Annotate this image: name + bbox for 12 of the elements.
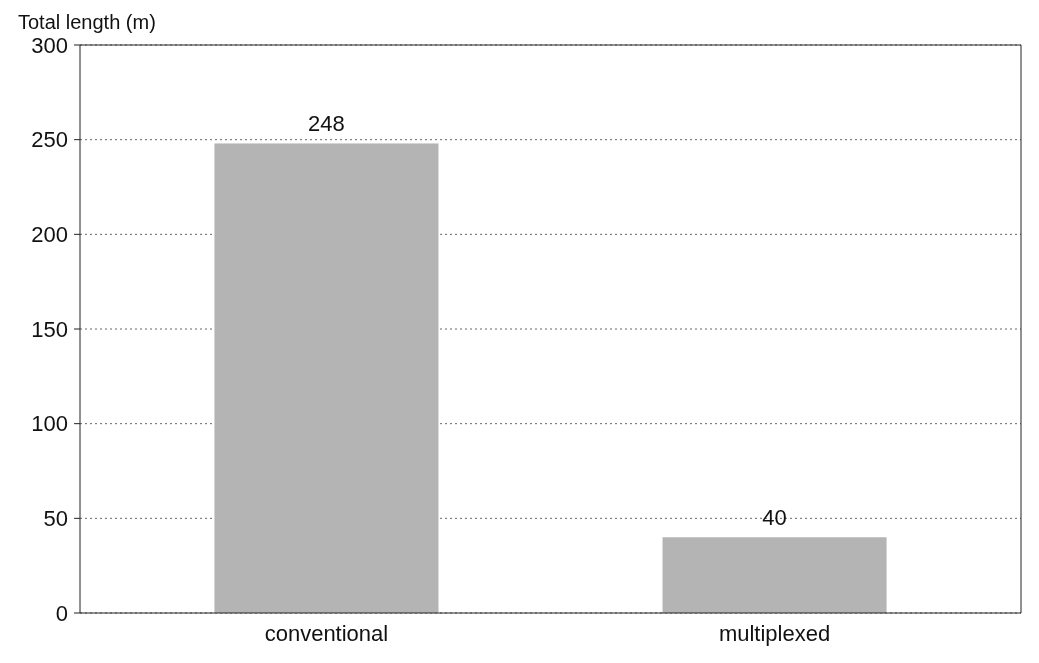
y-tick-label: 100 — [31, 411, 68, 437]
y-tick-label: 0 — [55, 600, 68, 626]
y-tick-label: 50 — [43, 506, 68, 532]
x-tick-label: conventional — [264, 621, 389, 646]
y-axis-title: Total length (m) — [18, 11, 156, 33]
data-label: 40 — [762, 505, 787, 531]
x-tick-label: multiplexed — [718, 621, 831, 646]
y-tick-label: 200 — [31, 222, 68, 248]
data-label: 248 — [308, 111, 345, 137]
y-tick-label: 250 — [31, 127, 68, 153]
y-tick-label: 150 — [31, 316, 68, 342]
y-tick-label: 300 — [31, 32, 68, 58]
